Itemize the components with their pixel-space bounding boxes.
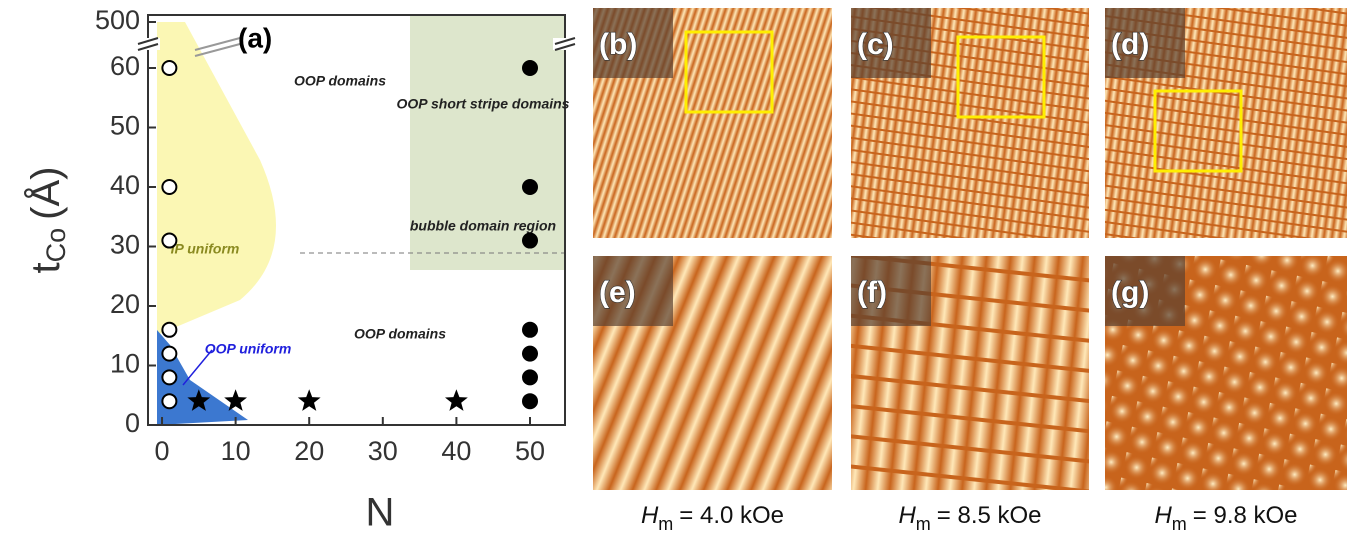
panel-label: (g)	[1111, 276, 1149, 309]
open-point	[162, 347, 176, 361]
panel-label: (d)	[1111, 28, 1149, 61]
x-tick-label: 50	[515, 436, 545, 466]
open-point	[162, 61, 176, 75]
caption-sub: m	[916, 514, 931, 534]
panel-label: (e)	[599, 276, 636, 309]
caption: Hm = 4.0 kOe	[641, 502, 784, 533]
x-tick-label: 20	[294, 436, 324, 466]
y-label-unit: (Å)	[23, 167, 68, 220]
figure: (a) OOP domains OOP short stripe domains…	[0, 0, 1349, 535]
caption: Hm = 9.8 kOe	[1154, 502, 1297, 533]
annotation: OOP uniform	[205, 341, 292, 357]
y-label-sub: Co	[41, 228, 71, 263]
y-tick-label: 10	[110, 349, 140, 379]
open-point	[162, 180, 176, 194]
annotation: OOP domains	[354, 326, 446, 342]
open-point	[162, 394, 176, 408]
x-axis-label: N	[366, 491, 395, 535]
caption-text: = 8.5 kOe	[937, 502, 1042, 529]
open-point	[162, 323, 176, 337]
y-tick-label: 30	[110, 230, 140, 260]
filled-point	[522, 233, 538, 249]
y-tick-label: 0	[125, 408, 140, 438]
filled-point	[522, 60, 538, 76]
annotation: OOP domains	[294, 73, 386, 89]
panel-label: (a)	[238, 22, 272, 53]
caption-sub: m	[658, 514, 673, 534]
filled-point	[522, 322, 538, 338]
caption-symbol: H	[898, 502, 916, 529]
y-tick-label: 50	[110, 111, 140, 141]
caption-text: = 9.8 kOe	[1193, 502, 1298, 529]
x-tick-label: 0	[155, 436, 170, 466]
open-point	[162, 234, 176, 248]
y-tick-label: 20	[110, 289, 140, 319]
x-tick-label: 30	[368, 436, 398, 466]
y-axis-label: tCo (Å)	[23, 167, 72, 274]
y-tick-label: 500	[95, 5, 140, 35]
star-point	[298, 389, 321, 411]
x-tick-label: 40	[441, 436, 471, 466]
y-tick-label: 40	[110, 170, 140, 200]
caption-sub: m	[1172, 514, 1187, 534]
filled-point	[522, 369, 538, 385]
caption: Hm = 8.5 kOe	[898, 502, 1041, 533]
caption-text: = 4.0 kOe	[679, 502, 784, 529]
filled-point	[522, 179, 538, 195]
annotation: IP uniform	[171, 241, 240, 257]
panel-label: (c)	[857, 28, 894, 61]
image-panels: (b) (c) (d) (e) (f) (g) Hm = 4.0 kOe Hm = 8.5 kOe…	[593, 8, 1347, 534]
y-label-main: t	[24, 262, 68, 273]
caption-symbol: H	[1154, 502, 1172, 529]
y-tick-label: 60	[110, 51, 140, 81]
annotation-arrow	[183, 350, 212, 385]
open-point	[162, 370, 176, 384]
caption-symbol: H	[641, 502, 659, 529]
panel-label: (b)	[599, 28, 637, 61]
annotation: bubble domain region	[410, 218, 556, 234]
annotation: OOP short stripe domains	[397, 96, 570, 112]
panel-label: (f)	[857, 276, 887, 309]
x-tick-label: 10	[221, 436, 251, 466]
filled-point	[522, 393, 538, 409]
filled-point	[522, 346, 538, 362]
star-point	[445, 389, 468, 411]
